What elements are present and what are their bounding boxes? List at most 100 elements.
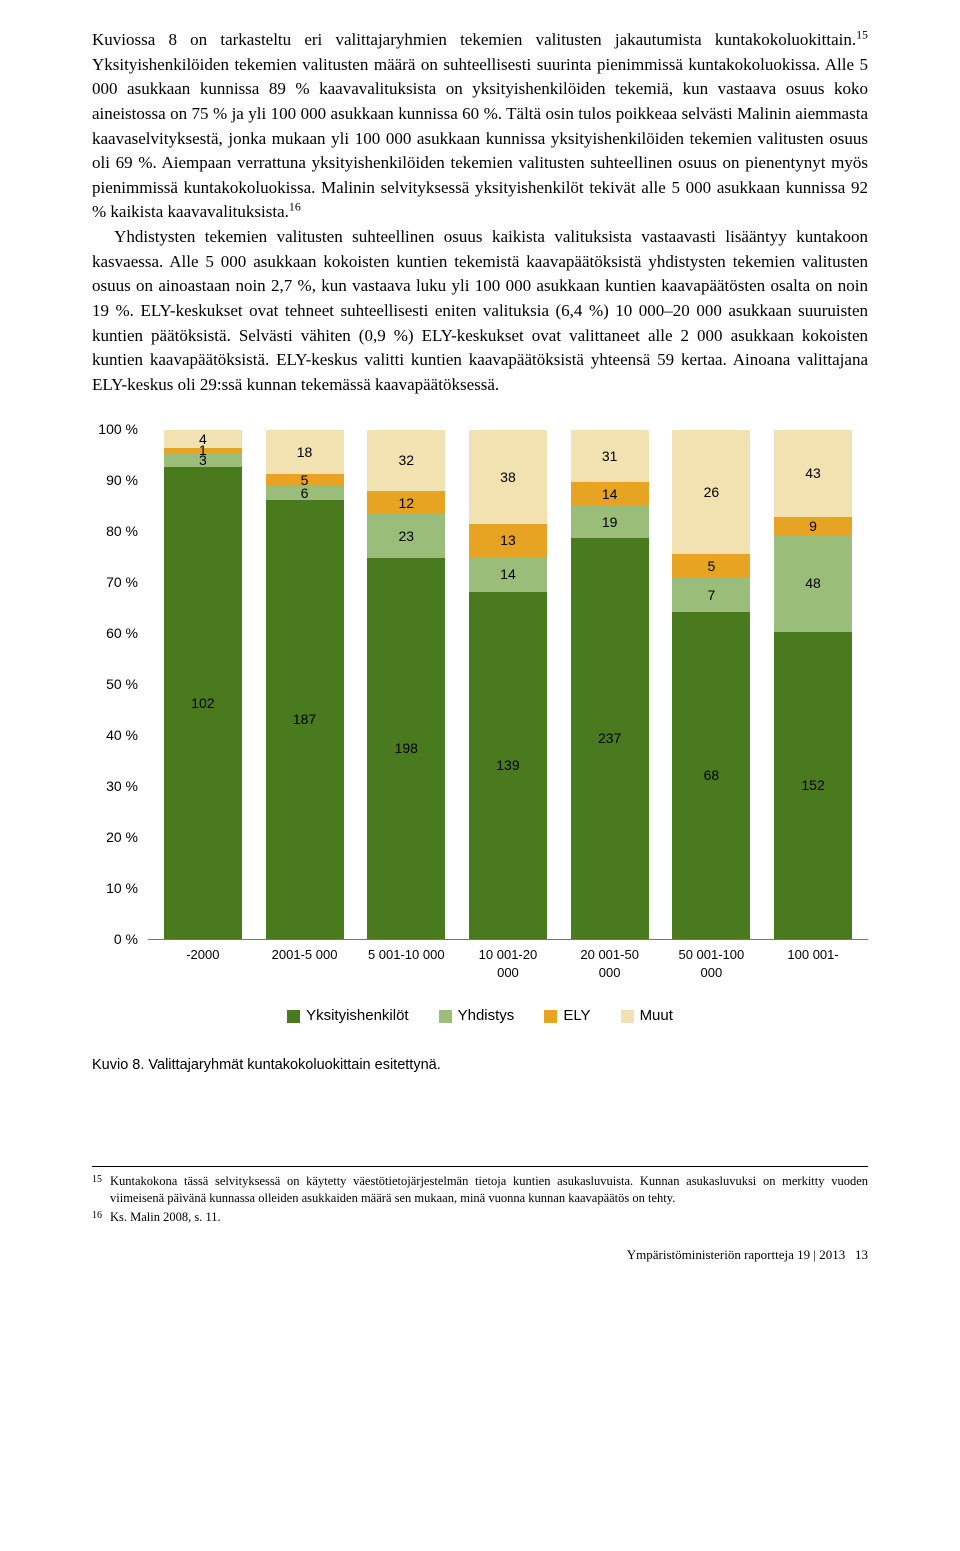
- footnote-ref-16: 16: [289, 200, 301, 214]
- bar-value-label: 19: [602, 512, 618, 532]
- bar-column: 31 14 19 237: [571, 430, 649, 939]
- bar-column: 413102: [164, 430, 242, 939]
- bar-segment: 14: [571, 482, 649, 506]
- bar-segment: 48: [774, 535, 852, 632]
- bar-column: 43 9 48 152: [774, 430, 852, 939]
- bar-value-label: 48: [805, 573, 821, 593]
- x-category: 100 001-: [774, 946, 852, 984]
- legend-swatch: [544, 1010, 557, 1023]
- y-tick: 10 %: [106, 878, 138, 898]
- bar-value-label: 14: [500, 564, 516, 584]
- bar-value-label: 237: [598, 728, 621, 748]
- y-tick: 90 %: [106, 470, 138, 490]
- legend-item: Muut: [621, 1005, 673, 1027]
- bar-segment: 6: [266, 486, 344, 500]
- y-tick: 60 %: [106, 623, 138, 643]
- y-axis: 100 %90 %80 %70 %60 %50 %40 %30 %20 %10 …: [92, 430, 148, 940]
- y-tick: 50 %: [106, 674, 138, 694]
- bar-value-label: 6: [301, 483, 309, 503]
- bar-segment: 18: [266, 430, 344, 474]
- bar-segment: 12: [367, 491, 445, 514]
- bar-value-label: 102: [191, 693, 214, 713]
- bar-value-label: 9: [809, 516, 817, 536]
- legend-label: Yhdistys: [458, 1005, 515, 1027]
- bar-column: 26 5 7 68: [672, 430, 750, 939]
- bar-segment: 237: [571, 538, 649, 939]
- bar-value-label: 31: [602, 446, 618, 466]
- x-category: 5 001-10 000: [367, 946, 445, 984]
- bar-segment: 13: [469, 524, 547, 557]
- legend-label: Yksityishenkilöt: [306, 1005, 409, 1027]
- bar-segment: 23: [367, 514, 445, 558]
- bar-segment: 14: [469, 557, 547, 592]
- legend-label: ELY: [563, 1005, 590, 1027]
- x-category: -2000: [164, 946, 242, 984]
- legend-swatch: [287, 1010, 300, 1023]
- bar-segment: 3: [164, 453, 242, 467]
- legend-swatch: [621, 1010, 634, 1023]
- bar-segment: 139: [469, 592, 547, 939]
- y-tick: 80 %: [106, 521, 138, 541]
- stacked-bar-chart: 100 %90 %80 %70 %60 %50 %40 %30 %20 %10 …: [92, 430, 868, 1027]
- x-category: 2001-5 000: [266, 946, 344, 984]
- y-tick: 70 %: [106, 572, 138, 592]
- footnote-16: 16 Ks. Malin 2008, s. 11.: [92, 1209, 868, 1226]
- footnotes: 15 Kuntakokona tässä selvityksessä on kä…: [92, 1166, 868, 1226]
- bar-segment: 32: [367, 430, 445, 492]
- plot-area: 4131021856187321223198381314139311419237…: [148, 430, 868, 940]
- page-footer: Ympäristöministeriön raportteja 19 | 201…: [92, 1246, 868, 1281]
- bar-column: 38 13 14 139: [469, 430, 547, 939]
- bar-value-label: 26: [704, 482, 720, 502]
- y-tick: 30 %: [106, 776, 138, 796]
- bar-segment: 5: [672, 554, 750, 578]
- bar-value-label: 5: [707, 556, 715, 576]
- legend-item: Yksityishenkilöt: [287, 1005, 409, 1027]
- x-category: 20 001-50 000: [571, 946, 649, 984]
- legend-swatch: [439, 1010, 452, 1023]
- bar-value-label: 38: [500, 467, 516, 487]
- y-tick: 20 %: [106, 827, 138, 847]
- y-tick: 40 %: [106, 725, 138, 745]
- bar-segment: 102: [164, 467, 242, 939]
- bar-segment: 7: [672, 578, 750, 612]
- bar-segment: 26: [672, 430, 750, 555]
- p1-a: Kuviossa 8 on tarkasteltu eri valittajar…: [92, 30, 856, 49]
- footnote-ref-15: 15: [856, 27, 868, 41]
- paragraph-1: Kuviossa 8 on tarkasteltu eri valittajar…: [92, 28, 868, 225]
- bar-value-label: 3: [199, 450, 207, 470]
- chart-legend: Yksityishenkilöt Yhdistys ELY Muut: [92, 1005, 868, 1027]
- bar-column: 1856187: [266, 430, 344, 939]
- bar-segment: 9: [774, 517, 852, 535]
- bar-value-label: 14: [602, 484, 618, 504]
- bar-value-label: 139: [496, 755, 519, 775]
- footnote-15: 15 Kuntakokona tässä selvityksessä on kä…: [92, 1173, 868, 1207]
- legend-item: ELY: [544, 1005, 590, 1027]
- bar-value-label: 12: [398, 493, 414, 513]
- y-tick: 0 %: [114, 929, 138, 949]
- legend-label: Muut: [640, 1005, 673, 1027]
- bar-segment: 198: [367, 558, 445, 938]
- bar-value-label: 23: [398, 526, 414, 546]
- x-axis: -20002001-5 0005 001-10 00010 001-20 000…: [148, 940, 868, 984]
- paragraph-2: Yhdistysten tekemien valitusten suhteell…: [92, 225, 868, 397]
- bar-segment: 43: [774, 430, 852, 517]
- bar-value-label: 7: [707, 585, 715, 605]
- bar-segment: 31: [571, 430, 649, 482]
- bar-segment: 187: [266, 500, 344, 939]
- bar-segment: 152: [774, 632, 852, 939]
- bar-value-label: 32: [398, 450, 414, 470]
- bar-value-label: 198: [395, 738, 418, 758]
- p1-b: Yksityishenkilöiden tekemien valitusten …: [92, 55, 868, 222]
- bar-value-label: 13: [500, 530, 516, 550]
- bar-segment: 68: [672, 612, 750, 939]
- bar-value-label: 152: [801, 775, 824, 795]
- legend-item: Yhdistys: [439, 1005, 515, 1027]
- bar-value-label: 18: [297, 442, 313, 462]
- bar-column: 32 12 23 198: [367, 430, 445, 939]
- bar-value-label: 43: [805, 463, 821, 483]
- y-tick: 100 %: [98, 419, 138, 439]
- figure-caption: Kuvio 8. Valittajaryhmät kuntakokoluokit…: [92, 1055, 868, 1076]
- bar-value-label: 68: [704, 765, 720, 785]
- bar-segment: 38: [469, 430, 547, 525]
- x-category: 50 001-100 000: [672, 946, 750, 984]
